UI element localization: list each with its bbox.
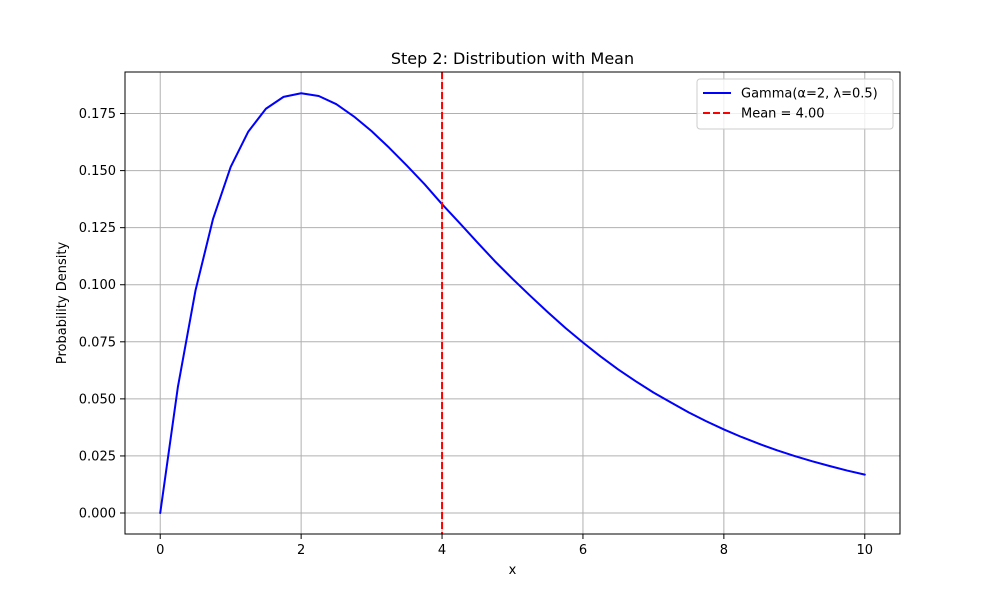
x-tick-label: 8 <box>720 543 728 558</box>
y-tick-label: 0.025 <box>79 449 116 464</box>
legend-label: Gamma(α=2, λ=0.5) <box>741 87 878 102</box>
x-axis-label: x <box>509 563 517 578</box>
legend-box <box>696 78 894 130</box>
legend: Gamma(α=2, λ=0.5) Mean = 4.00 <box>696 78 894 130</box>
chart-title: Step 2: Distribution with Mean <box>391 49 634 68</box>
y-tick-label: 0.125 <box>79 221 116 236</box>
series-layer <box>159 72 866 534</box>
x-tick-label: 0 <box>156 543 164 558</box>
grid-layer <box>125 72 900 534</box>
x-tick-label: 6 <box>579 543 587 558</box>
y-tick-label: 0.075 <box>79 335 116 350</box>
y-tick-label: 0.050 <box>79 392 116 407</box>
y-tick-label: 0.150 <box>79 164 116 179</box>
y-tick-label: 0.175 <box>79 107 116 122</box>
legend-label: Mean = 4.00 <box>741 107 825 122</box>
gamma-pdf-line <box>159 92 866 514</box>
y-axis-label: Probability Density <box>55 242 70 365</box>
x-tick-label: 10 <box>856 543 873 558</box>
x-tick-label: 4 <box>438 543 446 558</box>
plot-frame <box>124 71 901 535</box>
tick-layer: 0 2 4 6 8 10 0.000 0.025 0.050 0.075 0.100 0.125 0.1… <box>79 107 873 558</box>
x-tick-label: 2 <box>297 543 305 558</box>
y-tick-label: 0.000 <box>79 507 116 522</box>
y-tick-label: 0.100 <box>79 278 116 293</box>
